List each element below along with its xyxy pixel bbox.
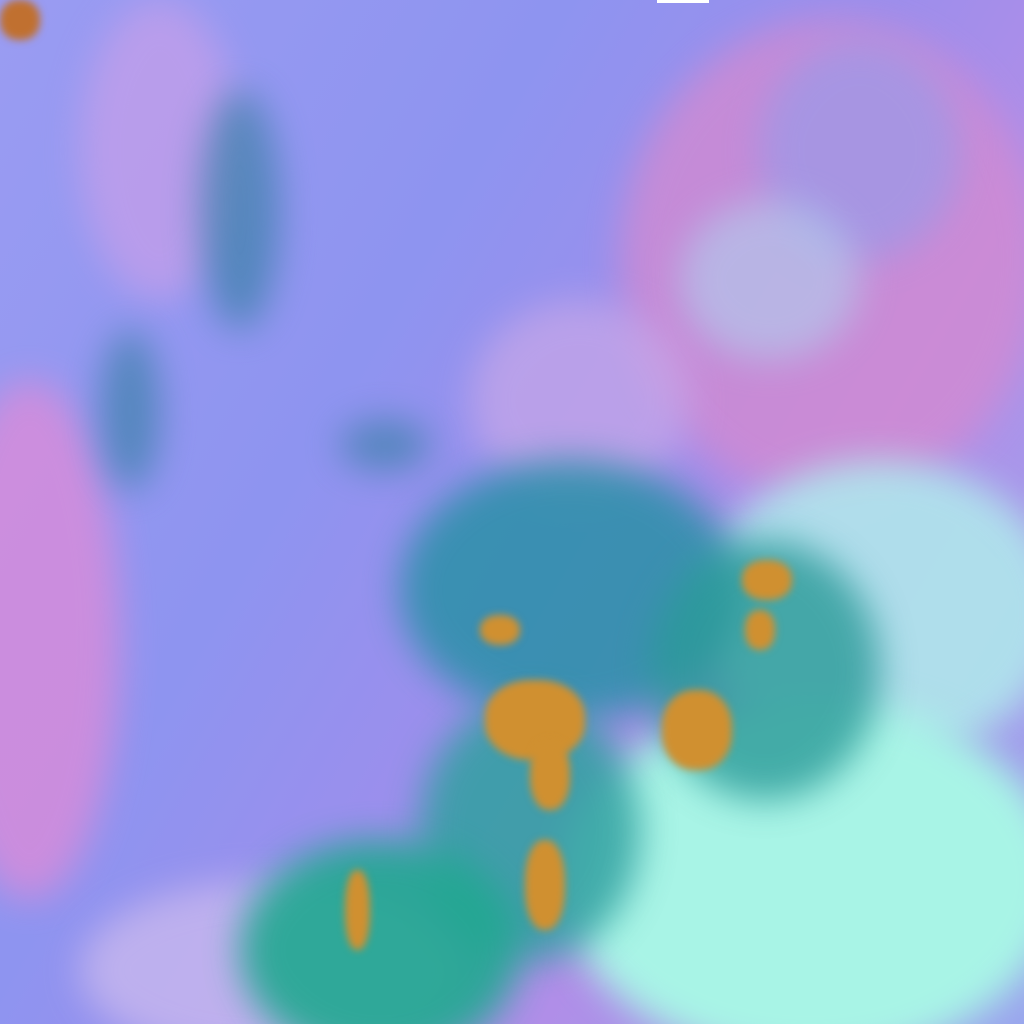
cold-top-8	[480, 615, 520, 645]
cold-top-corner	[0, 0, 40, 40]
cold-top-1	[485, 680, 585, 760]
land-haze-pale	[680, 200, 860, 360]
cold-top-7	[345, 870, 370, 950]
cloud-streak-west	[100, 330, 160, 490]
haze-band-left	[0, 380, 120, 900]
cloud-mass-southwest	[240, 840, 520, 1024]
cloud-streak-small	[340, 420, 430, 470]
top-edge-marker	[657, 0, 709, 3]
cold-top-5	[742, 560, 792, 600]
cold-top-2	[530, 740, 570, 810]
cloud-streak-north	[200, 90, 280, 330]
cold-top-3	[525, 840, 565, 930]
cold-top-4	[662, 690, 732, 770]
cold-top-6	[745, 610, 775, 650]
